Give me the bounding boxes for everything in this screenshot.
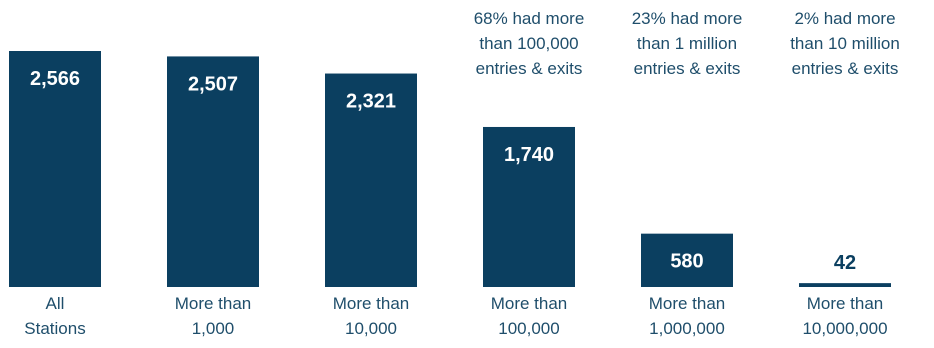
value-label-2: 2,507 [188, 73, 238, 95]
bar-6 [799, 283, 891, 287]
category-label-4: More than 100,000 [491, 294, 568, 338]
value-label-3: 2,321 [346, 91, 396, 113]
value-label-1: 2,566 [30, 68, 80, 90]
value-label-4: 1,740 [504, 144, 554, 166]
bar-3 [325, 73, 417, 287]
bar-1 [9, 51, 101, 287]
value-label-6: 42 [834, 252, 856, 274]
value-label-5: 580 [670, 251, 703, 273]
category-label-1: All Stations [24, 294, 85, 338]
category-label-6: More than 10,000,000 [802, 294, 887, 338]
category-label-3: More than 10,000 [333, 294, 410, 338]
annotation-6: 2% had more than 10 million entries & exit… [790, 9, 900, 78]
bar-4 [483, 126, 575, 287]
category-label-5: More than 1,000,000 [649, 294, 726, 338]
annotation-4: 68% had more than 100,000 entries & exits [474, 9, 585, 78]
annotation-5: 23% had more than 1 million entries & exit… [632, 9, 743, 78]
bar-5 [641, 233, 733, 287]
category-label-2: More than 1,000 [175, 294, 252, 338]
bar-2 [167, 56, 259, 287]
